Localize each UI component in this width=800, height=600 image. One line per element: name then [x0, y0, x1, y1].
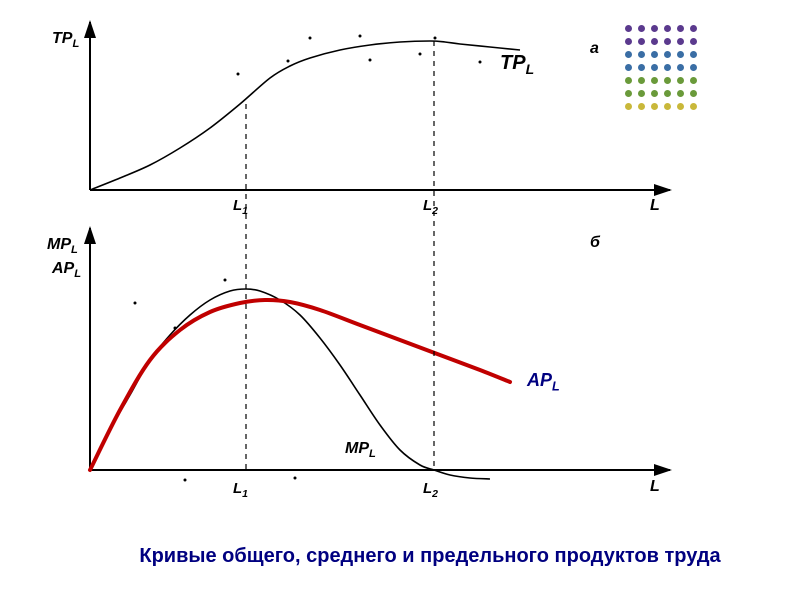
- tick-label-l2-b: L2: [423, 480, 438, 500]
- x-axis-label-a: L: [650, 197, 660, 215]
- tick-label-l2-a: L2: [423, 197, 438, 217]
- decor-dot: [690, 103, 697, 110]
- decor-dot: [651, 25, 658, 32]
- tp-curve: [90, 41, 520, 190]
- scatter-point: [369, 59, 372, 62]
- decor-dot: [625, 38, 632, 45]
- tick-label-l1-b: L1: [233, 480, 248, 500]
- ap-curve-label: APL: [527, 370, 560, 394]
- decor-dot: [651, 51, 658, 58]
- decor-dot: [664, 25, 671, 32]
- decor-dot: [690, 77, 697, 84]
- decor-dot: [664, 51, 671, 58]
- scatter-point: [184, 479, 187, 482]
- decor-dot: [677, 51, 684, 58]
- decor-dot: [690, 51, 697, 58]
- decor-dot: [638, 90, 645, 97]
- decor-dot: [664, 77, 671, 84]
- decor-dot: [638, 25, 645, 32]
- scatter-point: [359, 35, 362, 38]
- decor-dot: [625, 64, 632, 71]
- decor-dot: [651, 90, 658, 97]
- decor-dot: [625, 103, 632, 110]
- decor-dot: [638, 103, 645, 110]
- y-axis-label-ap: APL: [52, 260, 81, 280]
- decor-dot: [664, 90, 671, 97]
- decor-dot: [625, 25, 632, 32]
- decor-dot: [625, 90, 632, 97]
- ap-curve: [90, 300, 510, 470]
- tp-curve-label: TPL: [500, 52, 534, 77]
- decor-dot: [664, 103, 671, 110]
- figure-caption: Кривые общего, среднего и предельного пр…: [80, 545, 780, 568]
- decor-dot: [677, 103, 684, 110]
- y-axis-label-tp: TPL: [52, 30, 79, 50]
- decor-dot: [638, 51, 645, 58]
- decor-dot: [690, 90, 697, 97]
- mp-curve: [90, 289, 490, 479]
- mp-curve-label: MPL: [345, 440, 376, 460]
- decor-dot: [638, 77, 645, 84]
- decor-dot: [690, 38, 697, 45]
- decor-dot: [677, 38, 684, 45]
- scatter-point: [479, 61, 482, 64]
- scatter-point: [287, 60, 290, 63]
- decor-dot: [651, 77, 658, 84]
- decor-dot: [625, 51, 632, 58]
- decor-dot: [651, 38, 658, 45]
- decor-dot: [651, 64, 658, 71]
- decor-dot: [625, 77, 632, 84]
- tick-label-l1-a: L1: [233, 197, 248, 217]
- scatter-point: [224, 279, 227, 282]
- scatter-point: [174, 327, 177, 330]
- decor-dot: [677, 25, 684, 32]
- decor-dot: [677, 77, 684, 84]
- decor-dot: [664, 38, 671, 45]
- decor-dot: [677, 90, 684, 97]
- decor-dot: [638, 64, 645, 71]
- scatter-point: [419, 53, 422, 56]
- scatter-point: [434, 37, 437, 40]
- y-axis-label-mp: MPL: [47, 236, 78, 256]
- decor-dot: [651, 103, 658, 110]
- decor-dot: [664, 64, 671, 71]
- scatter-point: [134, 302, 137, 305]
- decor-dot: [677, 64, 684, 71]
- scatter-point: [237, 73, 240, 76]
- decor-dot: [638, 38, 645, 45]
- scatter-point: [294, 477, 297, 480]
- panel-label-a: а: [590, 40, 599, 58]
- panel-label-b: б: [590, 234, 600, 252]
- x-axis-label-b: L: [650, 478, 660, 496]
- scatter-point: [309, 37, 312, 40]
- decor-dot: [690, 64, 697, 71]
- decor-dot: [690, 25, 697, 32]
